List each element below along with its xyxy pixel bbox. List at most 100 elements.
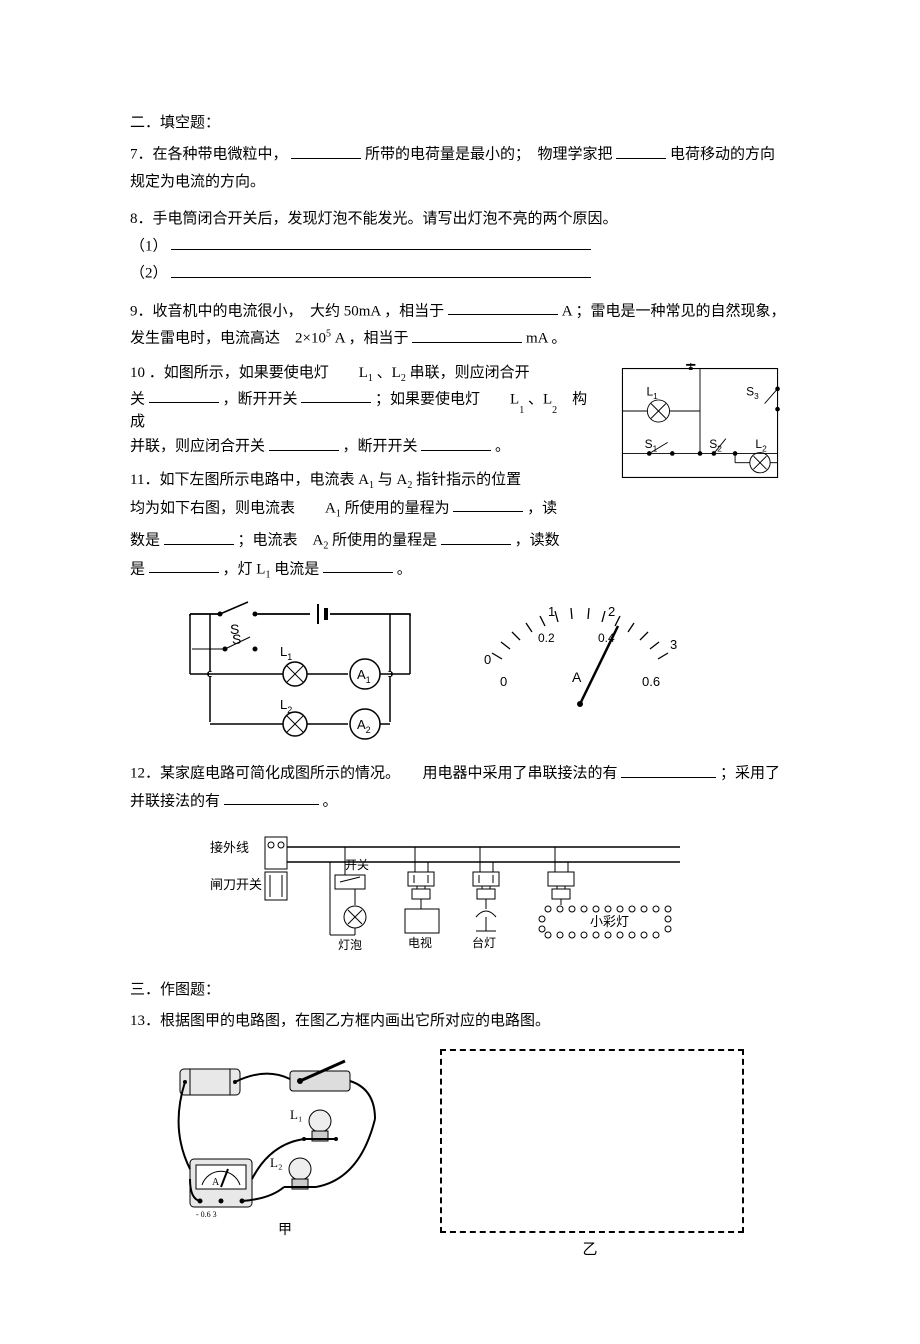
q7-prefix: 7．在各种带电微粒中， [130,147,288,163]
question-13: 13．根据图甲的电路图，在图乙方框内画出它所对应的电路图。 [130,1008,790,1035]
q10-t1: 10 ．如图所示，如果要使电灯 L [130,365,368,381]
q10-t9: 并联，则应闭合开关 [130,439,265,455]
fig10-L2: L2 [755,436,767,453]
q10-t5: ，断开开关 [223,391,298,407]
q11-l4b: ，灯 L [223,561,266,577]
q10-t6: ；如果要使电灯 L [375,391,519,407]
svg-text:- 0.6 3: - 0.6 3 [196,1210,217,1219]
q11-L1: L1 [280,644,292,662]
q7-blank-1[interactable] [291,141,361,159]
q13-figure-jia: L₁ L₂ A - 0.6 3 甲 [170,1049,400,1249]
q12-l2b: 。 [323,793,338,809]
q10-subB: 2 [552,405,557,416]
fig10-L1: L1 [646,384,658,401]
q12-xiaocaideng: 小彩灯 [590,914,629,929]
q11-l4c: 电流是 [270,561,319,577]
q11-l2b: 所使用的量程为 [341,500,450,516]
question-12: 12．某家庭电路可简化成图所示的情况。 用电器中采用了串联接法的有 ；采用了 并… [130,760,790,815]
q13-box-yi[interactable] [440,1049,744,1233]
q10-t10: ，断开开关 [343,439,418,455]
q12-l1b: ；采用了 [720,766,780,782]
q11-l4d: 。 [397,561,412,577]
q10-subA: 1 [519,405,524,416]
q10-t7: 、L [524,391,552,407]
section-3-title: 三．作图题： [130,977,790,1004]
q7-mid1: 所带的电荷量是最小的； 物理学家把 [365,147,613,163]
dial-0-top: 0 [484,652,491,667]
q11-l3c: 所使用的量程是 [328,533,437,549]
question-10: 10 ．如图所示，如果要使电灯 L1 、L2 串联，则应闭合开 关 ，断开开关 … [130,363,790,524]
dial-04: 0.4 [598,631,615,645]
q13-L1: L₁ [290,1107,302,1122]
question-11-cont: 数是 ；电流表 A2 所使用的量程是 ，读数 是 ，灯 L1 电流是 。 [130,527,790,584]
dial-unit: A [572,669,582,685]
q13-L2: L₂ [270,1155,282,1170]
q11-l3d: ，读数 [515,533,560,549]
q7-mid2: 电荷移动的方向 [670,147,775,163]
q11-blank-1[interactable] [453,495,523,513]
q11-figures: S A1 A2 L1 [170,594,790,754]
q11-l1c: 指针指示的位置 [412,472,521,488]
q10-blank-1[interactable] [149,386,219,404]
q9-blank-2[interactable] [412,325,522,343]
question-7: 7．在各种带电微粒中， 所带的电荷量是最小的； 物理学家把 电荷移动的方向 规定… [130,141,790,196]
q10-t11: 。 [495,439,510,455]
q10-t3: 串联，则应闭合开 [406,365,530,381]
q11-S2lbl: S [230,621,239,637]
q11-l2a: 均为如下右图，则电流表 A [130,500,336,516]
q11-blank-5[interactable] [323,556,393,574]
fig10-S3: S3 [746,384,759,401]
q11-blank-2[interactable] [164,527,234,545]
q8-blank-2[interactable] [171,260,591,278]
q9-blank-1[interactable] [448,298,558,316]
q13-figures: L₁ L₂ A - 0.6 3 甲 乙 [170,1049,790,1264]
dial-3: 3 [670,637,677,652]
q12-zhadao: 闸刀开关 [210,877,262,892]
q12-figure: 接外线 闸刀开关 开关 灯泡 电视 [210,827,790,957]
q11-l3b: ；电流表 A [238,533,324,549]
q8-p1: （1） [130,238,168,254]
q11-blank-3[interactable] [441,527,511,545]
q11-l1a: 11．如下左图所示电路中，电流表 A [130,472,369,488]
section-2-title: 二．填空题： [130,110,790,137]
q12-l2a: 并联接法的有 [130,793,220,809]
q13-yi-wrapper: 乙 [440,1049,744,1264]
q11-ammeter-dial: 0 1 2 3 0 0.2 0.4 0.6 A [470,594,690,724]
dial-02: 0.2 [538,631,555,645]
q9-unitA: A ；雷电是一种常见的自然现象， [562,303,786,319]
q12-deng: 灯泡 [338,938,362,952]
q12-taideng: 台灯 [472,935,496,950]
q11-left-circuit: S A1 A2 L1 [170,594,430,754]
question-8: 8．手电筒闭合开关后，发现灯泡不能发光。请写出灯泡不亮的两个原因。 （1） （2… [130,206,790,288]
q10-blank-4[interactable] [421,433,491,451]
q11-blank-4[interactable] [149,556,219,574]
q8-line1: 8．手电筒闭合开关后，发现灯泡不能发光。请写出灯泡不亮的两个原因。 [130,206,790,233]
q10-circuit-figure: L1 S3 S1 S2 L2 [610,363,790,483]
q12-kaiguan: 开关 [345,858,369,872]
q7-blank-2[interactable] [616,141,666,159]
q13-jia: 甲 [278,1223,292,1238]
q11-L2: L2 [280,697,292,715]
q8-p2: （2） [130,266,168,282]
q13-yi-caption: 乙 [440,1237,740,1264]
fig10-S1: S1 [645,436,658,453]
q12-blank-2[interactable] [224,788,319,806]
dial-06: 0.6 [642,674,660,689]
q12-jiewai: 接外线 [210,840,249,855]
q7-line2: 规定为电流的方向。 [130,174,265,190]
q10-t2: 、L [373,365,401,381]
q10-blank-3[interactable] [269,433,339,451]
q12-dianshi: 电视 [408,935,432,950]
q12-blank-1[interactable] [621,760,716,778]
q10-t4: 关 [130,391,145,407]
q11-l1b: 与 A [374,472,407,488]
q13-text: 13．根据图甲的电路图，在图乙方框内画出它所对应的电路图。 [130,1013,550,1029]
q11-l2c: ，读 [527,500,557,516]
q9-part1: 9．收音机中的电流很小， 大约 50mA ，相当于 [130,303,444,319]
dial-0-bot: 0 [500,674,507,689]
q10-blank-2[interactable] [301,386,371,404]
q11-l4a: 是 [130,561,145,577]
question-9: 9．收音机中的电流很小， 大约 50mA ，相当于 A ；雷电是一种常见的自然现… [130,298,790,353]
q8-blank-1[interactable] [171,233,591,251]
dial-1: 1 [548,604,555,619]
